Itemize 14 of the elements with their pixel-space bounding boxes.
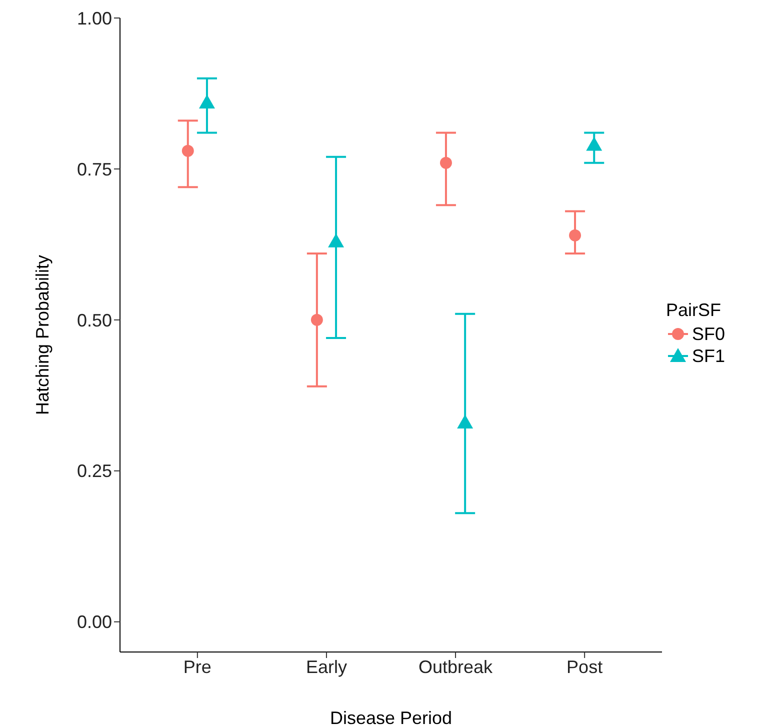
legend-title: PairSF [666, 300, 722, 321]
x-tick-label: Early [306, 656, 347, 677]
y-axis-title: Hatching Probability [32, 254, 52, 416]
legend-label: SF1 [692, 346, 726, 366]
x-tick-label: Pre [183, 656, 212, 677]
x-axis-title: Disease Period [330, 708, 452, 726]
y-tick-label: 0.75 [76, 159, 112, 180]
y-tick-label: 0.00 [76, 612, 112, 632]
x-tick-label: Outbreak [418, 656, 494, 677]
legend-label: SF0 [692, 324, 726, 344]
x-tick-label: Post [566, 656, 603, 677]
y-tick-label: 0.25 [76, 461, 112, 482]
y-tick-label: 0.50 [76, 310, 112, 330]
y-tick-label: 1.00 [76, 8, 112, 28]
